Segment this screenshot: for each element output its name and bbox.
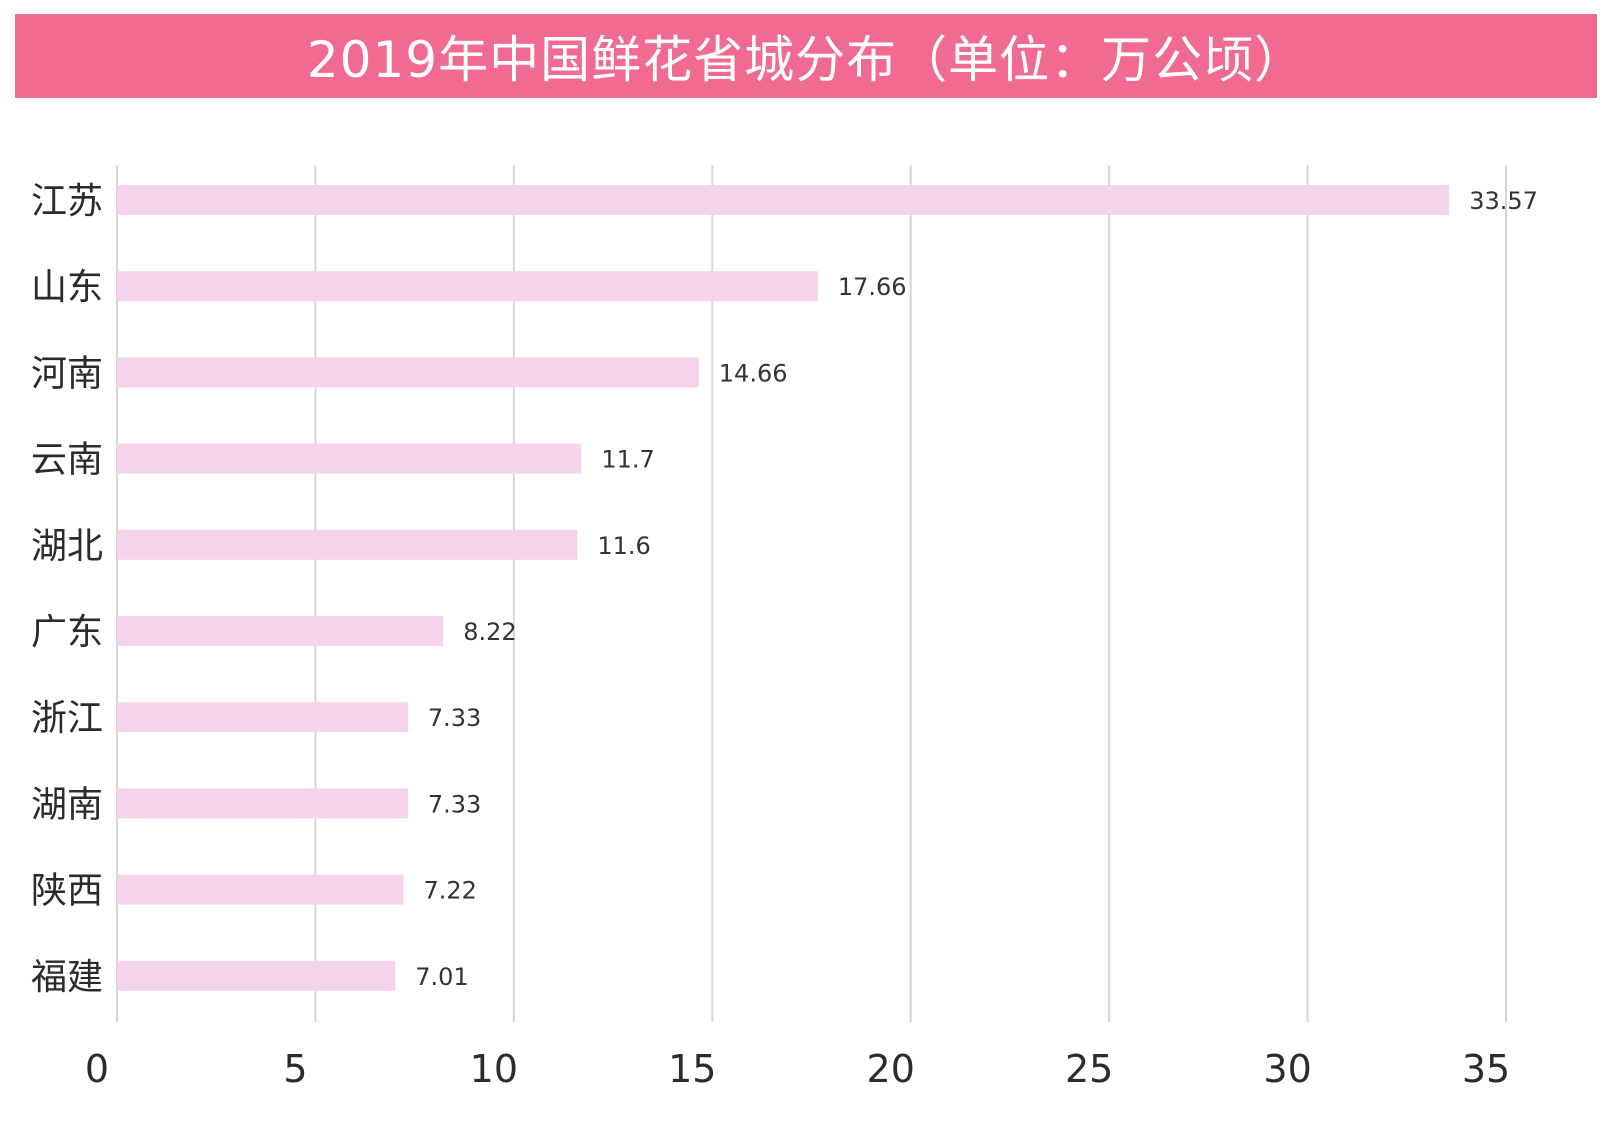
- bar: [117, 529, 578, 560]
- bar: [117, 960, 396, 991]
- x-axis-ticks: 0 5 10 15 20 25 30 35: [85, 1047, 1510, 1091]
- bar: [117, 271, 818, 302]
- bar: [117, 357, 699, 388]
- value-labels: 33.57 17.66 14.66 11.7 11.6 8.22 7.33 7.33 7.22 7…: [415, 187, 1538, 991]
- chart-title: 2019年中国鲜花省城分布（单位：万公顷）: [306, 31, 1306, 89]
- value-label: 8.22: [463, 618, 516, 646]
- x-tick-label: 20: [867, 1047, 915, 1091]
- category-label: 湖北: [31, 526, 103, 567]
- bar: [117, 702, 408, 733]
- bar: [117, 443, 582, 474]
- category-label: 浙江: [31, 698, 103, 739]
- x-tick-label: 5: [283, 1047, 307, 1091]
- title-banner: 2019年中国鲜花省城分布（单位：万公顷）: [15, 14, 1597, 98]
- x-tick-label: 25: [1065, 1047, 1113, 1091]
- category-label: 云南: [31, 440, 103, 481]
- value-label: 33.57: [1469, 187, 1538, 215]
- x-tick-label: 15: [668, 1047, 716, 1091]
- x-tick-label: 10: [470, 1047, 518, 1091]
- x-tick-label: 0: [85, 1047, 109, 1091]
- x-tick-label: 35: [1462, 1047, 1510, 1091]
- category-label: 湖南: [31, 784, 103, 825]
- value-label: 17.66: [838, 273, 907, 301]
- bar: [117, 874, 404, 905]
- value-label: 7.22: [424, 877, 477, 905]
- category-label: 江苏: [31, 181, 103, 222]
- category-label: 河南: [31, 353, 103, 394]
- x-tick-label: 30: [1263, 1047, 1311, 1091]
- bar: [117, 185, 1450, 215]
- value-label: 7.33: [428, 704, 481, 732]
- bar: [117, 616, 444, 646]
- bar: [117, 788, 408, 819]
- category-label: 福建: [31, 957, 103, 998]
- value-label: 7.33: [428, 790, 481, 818]
- category-label: 广东: [31, 612, 103, 653]
- grid-lines: [116, 165, 1507, 1022]
- category-label: 陕西: [31, 871, 103, 912]
- category-label: 山东: [31, 267, 103, 308]
- value-label: 7.01: [415, 963, 468, 991]
- value-label: 11.7: [601, 446, 654, 474]
- bars: [117, 185, 1450, 991]
- value-label: 11.6: [597, 532, 650, 560]
- value-label: 14.66: [719, 359, 788, 387]
